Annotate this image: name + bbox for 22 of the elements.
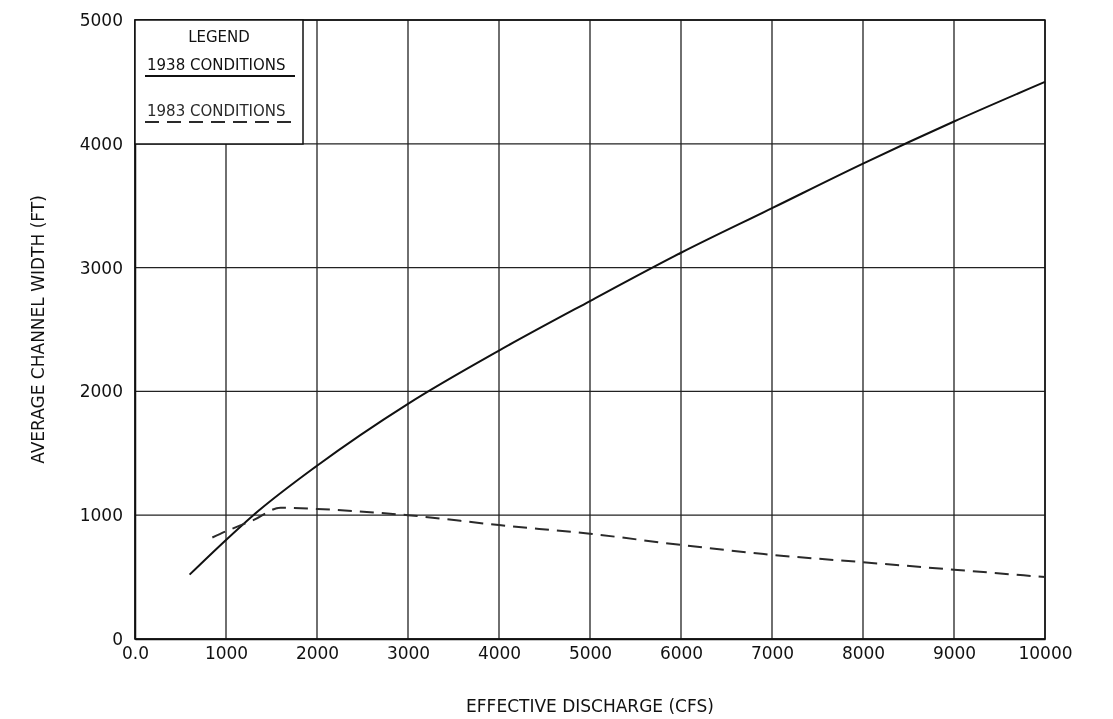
y-tick-label: 5000 [79,9,123,30]
x-tick-label: 10000 [1018,643,1073,664]
x-tick-label: 2000 [295,643,340,664]
y-tick-label: 2000 [79,381,123,402]
text: 1938 CONDITIONS [147,56,286,74]
y-axis-title: AVERAGE CHANNEL WIDTH (FT) [28,195,48,464]
y-tick-label: 4000 [79,133,123,154]
x-tick-label: 0.0 [121,643,150,664]
y-tick-label: 1000 [79,505,123,526]
x-tick-label: 4000 [477,643,522,664]
x-tick-label: 1000 [204,643,249,664]
x-tick-label: 7000 [750,643,795,664]
y-tick-label: 0 [112,628,123,649]
x-tick-label: 8000 [841,643,886,664]
x-axis-title: EFFECTIVE DISCHARGE (CFS) [466,696,714,716]
x-tick-label: 5000 [568,643,613,664]
text: 1983 CONDITIONS [147,102,286,120]
x-tick-label: 9000 [932,643,977,664]
legend-title: LEGEND [188,28,250,46]
x-tick-label: 6000 [659,643,704,664]
x-tick-label: 3000 [386,643,431,664]
y-tick-label: 3000 [79,257,123,278]
